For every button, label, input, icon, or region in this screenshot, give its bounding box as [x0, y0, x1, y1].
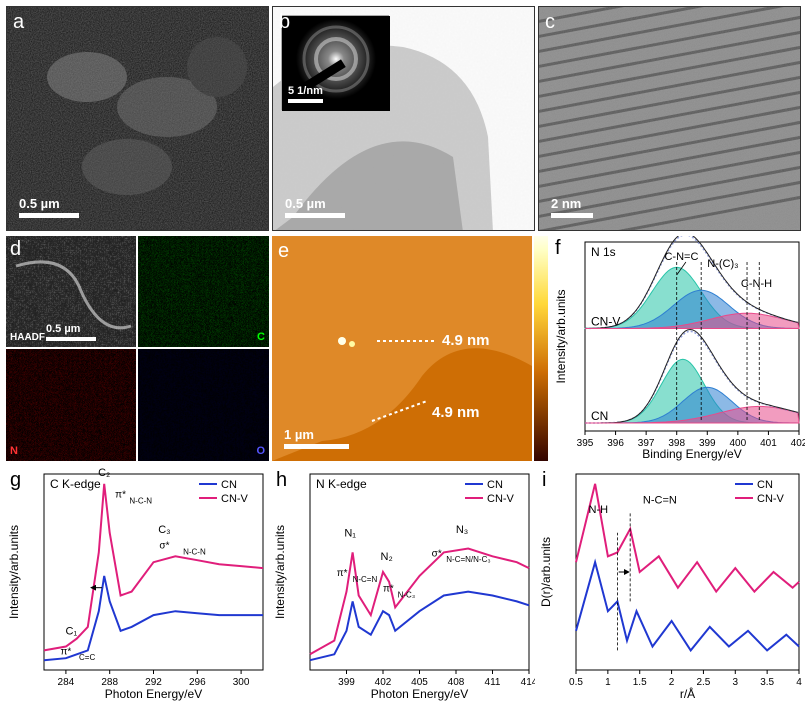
panel-g: 284288292296300C₂π*N-C-NC₃σ*N-C-NC₁π*C=C…	[6, 466, 269, 702]
svg-text:π*: π*	[383, 584, 394, 595]
svg-text:N₁: N₁	[344, 528, 356, 540]
scale-bar-b: 0.5 µm	[285, 196, 345, 218]
svg-text:N-C-N: N-C-N	[129, 496, 152, 505]
svg-text:N-C-N: N-C-N	[183, 547, 206, 556]
svg-text:CN: CN	[757, 479, 773, 491]
svg-text:N 1s: N 1s	[591, 245, 616, 259]
panel-d: HAADF C N O d 0.5 µm	[6, 236, 269, 461]
panel-label-e: e	[278, 240, 289, 263]
svg-text:CN-V: CN-V	[487, 493, 515, 505]
scale-bar-c: 2 nm	[551, 196, 593, 218]
svg-text:Binding Energy/eV: Binding Energy/eV	[642, 447, 741, 461]
panel-label-b: b	[279, 11, 290, 34]
svg-text:N₃: N₃	[456, 524, 468, 536]
svg-text:414: 414	[521, 677, 535, 688]
svg-text:N-C₃: N-C₃	[398, 590, 415, 599]
svg-text:3.5: 3.5	[760, 677, 774, 688]
svg-text:395: 395	[577, 438, 594, 449]
svg-text:1: 1	[605, 677, 611, 688]
panel-a: a 0.5 µm	[6, 6, 269, 231]
scale-bar-d: 0.5 µm	[46, 323, 96, 341]
svg-text:C-N=C: C-N=C	[664, 251, 698, 263]
panel-b: 5 1/nm b 0.5 µm	[272, 6, 535, 231]
afm-height-2: 4.9 nm	[432, 404, 480, 421]
svg-text:g: g	[10, 469, 21, 491]
panel-label-a: a	[13, 11, 24, 34]
svg-text:Intensity/arb.units: Intensity/arb.units	[7, 525, 21, 619]
afm-height-1: 4.9 nm	[442, 332, 490, 349]
svg-text:C₃: C₃	[158, 524, 170, 536]
svg-text:C=C: C=C	[79, 653, 95, 662]
svg-text:N K-edge: N K-edge	[316, 477, 367, 491]
svg-text:C-N-H: C-N-H	[741, 278, 772, 290]
scale-bar-a: 0.5 µm	[19, 196, 79, 218]
svg-text:401: 401	[760, 438, 777, 449]
svg-text:402: 402	[791, 438, 805, 449]
panel-e: e 4.9 nm 4.9 nm 1 µm	[272, 236, 548, 461]
svg-text:N-(C)₃: N-(C)₃	[707, 258, 738, 270]
svg-text:N-C=N: N-C=N	[643, 494, 677, 506]
svg-text:3: 3	[733, 677, 739, 688]
svg-text:CN: CN	[487, 479, 503, 491]
panel-i: 0.5 1 1.5 2 2.5 3 3.5 4 N-H N-C=N r/Å D(r)/arb.unit…	[538, 466, 805, 702]
svg-text:1.5: 1.5	[633, 677, 647, 688]
svg-text:CN-V: CN-V	[757, 493, 785, 505]
svg-text:399: 399	[338, 677, 355, 688]
panel-label-c: c	[545, 11, 555, 34]
svg-text:0.5: 0.5	[569, 677, 583, 688]
svg-text:2.5: 2.5	[696, 677, 710, 688]
scale-bar-e: 1 µm	[284, 427, 349, 449]
svg-text:N-C=N: N-C=N	[353, 575, 378, 584]
panel-f: CN-VCNC-N=CN-(C)₃C-N-HN 1s39539639739839…	[553, 236, 805, 461]
panel-label-d: d	[10, 238, 21, 261]
svg-text:C₁: C₁	[66, 626, 78, 638]
svg-text:C K-edge: C K-edge	[50, 477, 101, 491]
svg-text:N-H: N-H	[589, 504, 609, 516]
svg-text:411: 411	[485, 677, 501, 688]
svg-text:284: 284	[58, 677, 75, 688]
svg-text:D(r)/arb.units: D(r)/arb.units	[539, 537, 553, 607]
svg-text:π*: π*	[115, 490, 126, 501]
svg-text:π*: π*	[61, 646, 72, 657]
svg-text:CN: CN	[221, 479, 237, 491]
panel-c: c 2 nm	[538, 6, 801, 231]
svg-text:CN-V: CN-V	[221, 493, 249, 505]
svg-text:396: 396	[607, 438, 624, 449]
svg-text:N₂: N₂	[381, 551, 393, 563]
svg-text:300: 300	[233, 677, 250, 688]
svg-text:h: h	[276, 469, 287, 491]
svg-text:π*: π*	[337, 568, 348, 579]
svg-text:4: 4	[796, 677, 802, 688]
svg-text:CN: CN	[591, 409, 608, 423]
svg-text:Intensity/arb.units: Intensity/arb.units	[273, 525, 287, 619]
svg-text:i: i	[542, 469, 546, 491]
svg-text:Intensity/arb.units: Intensity/arb.units	[554, 289, 568, 383]
svg-text:σ*: σ*	[432, 548, 442, 559]
panel-h: 399402405408411414N₁π*N-C=NN₂π*N-C₃N₃σ*N…	[272, 466, 535, 702]
svg-text:Photon Energy/eV: Photon Energy/eV	[371, 687, 468, 701]
svg-text:σ*: σ*	[159, 540, 169, 551]
svg-text:CN-V: CN-V	[591, 315, 620, 329]
svg-text:Photon Energy/eV: Photon Energy/eV	[105, 687, 202, 701]
svg-text:2: 2	[669, 677, 675, 688]
svg-text:f: f	[555, 237, 561, 259]
saed-inset: 5 1/nm	[281, 15, 389, 110]
svg-text:N-C=N/N-C₃: N-C=N/N-C₃	[446, 555, 490, 564]
svg-text:r/Å: r/Å	[680, 686, 695, 701]
